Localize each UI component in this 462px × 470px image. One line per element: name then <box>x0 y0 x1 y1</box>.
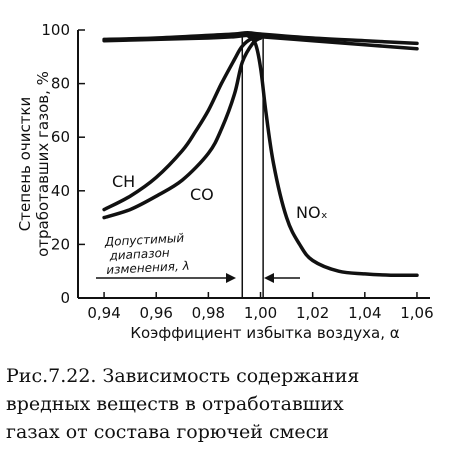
x-tick-label: 0,98 <box>192 304 225 322</box>
y-axis-title-line-2: отработавших газов, % <box>34 71 52 257</box>
caption-line-1: Рис.7.22. Зависимость содержания <box>6 365 360 387</box>
caption-line-2: вредных веществ в отработавших <box>6 393 344 415</box>
range-arrow-right-head <box>264 273 274 283</box>
x-tick-label: 1,06 <box>400 304 433 322</box>
y-tick-label: 100 <box>41 21 70 39</box>
series-upper-2-line <box>102 33 419 51</box>
y-tick-label: 80 <box>51 75 70 93</box>
x-tick-label: 1,02 <box>296 304 329 322</box>
label-nox: NOₓ <box>296 203 328 222</box>
annotation-line-3: изменения, λ <box>106 259 190 277</box>
y-ticks: 0 20 40 60 80 100 <box>41 21 85 307</box>
y-tick-label: 60 <box>51 128 70 146</box>
series-nox-line <box>245 33 419 278</box>
x-axis-title: Коэффициент избытка воздуха, α <box>130 324 399 342</box>
y-tick-label: 0 <box>60 289 70 307</box>
axes <box>77 30 430 299</box>
label-ch: CH <box>112 172 135 191</box>
x-ticks: 0,94 0,96 0,98 1,00 1,02 1,04 1,06 <box>87 292 434 322</box>
label-co: CO <box>190 185 214 204</box>
x-tick-label: 0,94 <box>87 304 120 322</box>
y-tick-label: 40 <box>51 182 70 200</box>
series-group <box>102 30 419 278</box>
x-tick-label: 1,00 <box>244 304 277 322</box>
range-arrow-left-head <box>226 273 236 283</box>
figure-caption: Рис.7.22. Зависимость содержания вредных… <box>6 362 458 446</box>
x-tick-label: 1,04 <box>348 304 381 322</box>
x-tick-label: 0,96 <box>140 304 173 322</box>
y-axis-title: Степень очистки отработавших газов, % <box>16 71 52 257</box>
y-axis-title-line-1: Степень очистки <box>16 97 34 231</box>
caption-line-3: газах от состава горючей смеси <box>6 421 329 443</box>
y-tick-label: 20 <box>51 235 70 253</box>
series-co-line <box>102 36 263 220</box>
range-annotation: Допустимый диапазон изменения, λ <box>103 231 190 277</box>
annotation-line-2: диапазон <box>108 246 170 263</box>
series-ch-line <box>102 35 263 212</box>
annotation-line-1: Допустимый <box>103 231 184 249</box>
